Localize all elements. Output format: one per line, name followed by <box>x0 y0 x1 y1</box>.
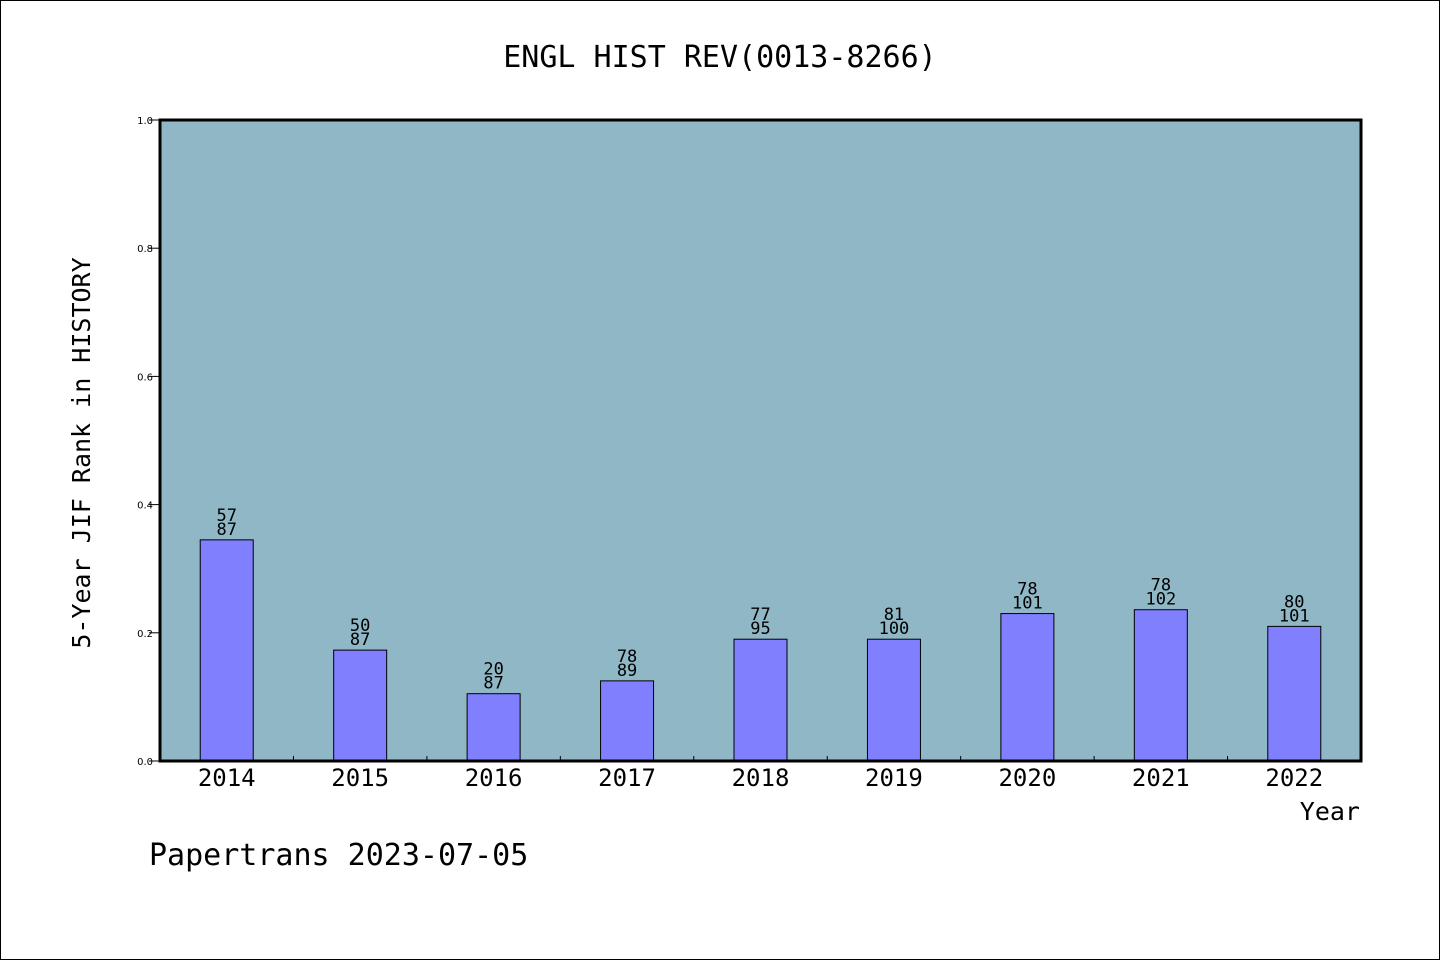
bar-2022 <box>1267 625 1322 762</box>
bar-rank-label-2017: 78 <box>617 647 637 667</box>
bar-2019 <box>866 638 921 762</box>
bar-2014 <box>199 539 254 762</box>
bar-2017 <box>600 680 655 762</box>
x-tick-label-2022: 2022 <box>1265 764 1323 792</box>
bar-2016 <box>466 693 521 762</box>
bar-total-label-2020: 101 <box>1012 594 1043 614</box>
bar-total-label-2021: 102 <box>1145 590 1176 610</box>
x-axis-ticks: 2014 2015 2016 2017 2018 2019 2020 2021 2022 <box>198 756 1323 792</box>
bar-rank-label-2020: 78 <box>1017 580 1037 600</box>
bar-2018 <box>733 638 788 762</box>
x-tick-label-2016: 2016 <box>465 764 523 792</box>
bars-group <box>199 539 1322 762</box>
y-tick-label: 0.2 <box>137 629 153 640</box>
x-tick-label-2015: 2015 <box>331 764 389 792</box>
bar-rank-label-2019: 81 <box>884 605 904 625</box>
bar-2015 <box>333 649 388 762</box>
bar-total-label-2022: 101 <box>1279 606 1310 626</box>
bar-2020 <box>1000 613 1055 762</box>
x-tick-label-2014: 2014 <box>198 764 256 792</box>
chart-title: ENGL HIST REV(0013-8266) <box>503 40 936 75</box>
y-tick-label: 0.0 <box>137 757 153 768</box>
y-tick-label: 0.4 <box>137 501 153 512</box>
plot-border <box>158 118 1363 763</box>
bar-rank-label-2021: 78 <box>1151 576 1171 596</box>
y-tick-label: 0.8 <box>137 244 153 255</box>
bar-total-label-2018: 95 <box>750 619 770 639</box>
bar-2021 <box>1133 609 1188 762</box>
y-axis-ticks: 0.0 0.2 0.4 0.6 0.8 1.0 <box>137 116 160 768</box>
x-tick-label-2019: 2019 <box>865 764 923 792</box>
bar-total-label-2017: 89 <box>617 661 637 681</box>
y-tick-label: 1.0 <box>137 116 153 127</box>
x-tick-label-2017: 2017 <box>598 764 656 792</box>
x-tick-label-2021: 2021 <box>1132 764 1190 792</box>
x-tick-label-2020: 2020 <box>998 764 1056 792</box>
bar-total-label-2015: 87 <box>350 630 370 650</box>
bar-rank-label-2014: 57 <box>216 506 236 526</box>
y-tick-label: 0.6 <box>137 372 153 383</box>
footer-text: Papertrans 2023-07-05 <box>149 838 528 873</box>
x-axis-label: Year <box>1300 797 1360 826</box>
bar-total-label-2019: 100 <box>879 619 910 639</box>
bar-rank-label-2016: 20 <box>483 660 503 680</box>
bar-rank-label-2022: 80 <box>1284 592 1304 612</box>
bar-total-label-2016: 87 <box>483 674 503 694</box>
x-tick-label-2018: 2018 <box>732 764 790 792</box>
bar-rank-label-2015: 50 <box>350 616 370 636</box>
y-axis-label: 5-Year JIF Rank in HISTORY <box>67 257 96 648</box>
bar-rank-label-2018: 77 <box>750 605 770 625</box>
bar-total-label-2014: 87 <box>216 520 236 540</box>
